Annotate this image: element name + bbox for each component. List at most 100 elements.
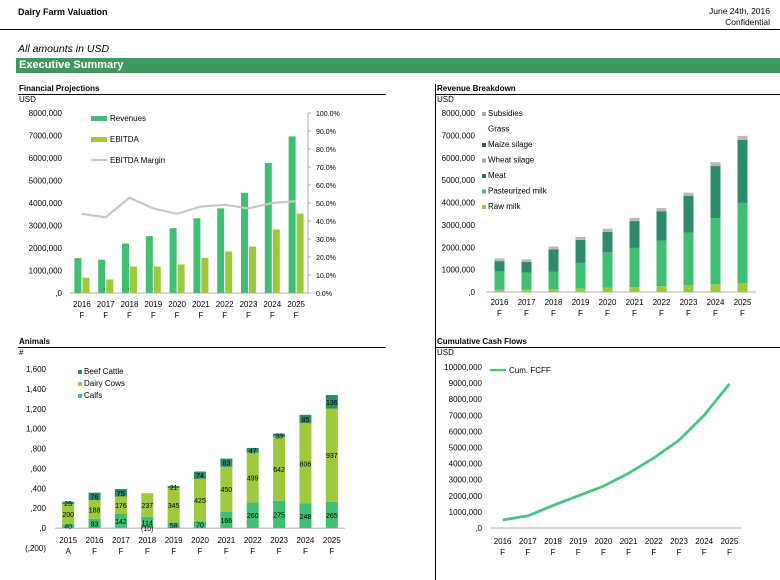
revenue-stack-pasteurized-milk [548, 271, 559, 290]
animals-stack-dairy-cows [299, 423, 312, 504]
animals-ylabel: # [19, 348, 24, 357]
revenue-stack-meat [683, 196, 694, 233]
legend-label-revenues: Revenues [110, 114, 146, 123]
cashflow-x-flag: F [677, 548, 682, 557]
animals-y-tick: ,800 [30, 445, 46, 454]
animals-stack-dairy-cows [88, 500, 101, 519]
revenue-y-tick: 3000,000 [442, 221, 476, 230]
financial-y2-tick: 40.0% [316, 219, 336, 226]
revenue-stack-pasteurized-milk [521, 272, 532, 290]
ebitda-bar [106, 279, 114, 293]
animals-data-label: 176 [115, 503, 127, 510]
revenue-stack-raw-milk [683, 285, 694, 292]
cashflow-y-tick: 7000,000 [449, 411, 483, 420]
financial-y2-tick: 60.0% [316, 183, 336, 190]
revenue-x-flag: F [605, 309, 610, 318]
animals-title: Animals [19, 337, 51, 346]
animals-stack-beef-cattle [88, 492, 101, 501]
legend-label-ebitda-margin: EBITDA Margin [110, 156, 165, 165]
revenue-bar [145, 236, 153, 293]
animals-legend-label: Dairy Cows [84, 379, 125, 388]
animals-x-year: 2018 [138, 536, 156, 545]
revenue-x-flag: F [497, 309, 502, 318]
financial-x-flag: F [294, 311, 299, 320]
financial-x-year: 2024 [263, 300, 281, 309]
revenue-stack-raw-milk [494, 289, 505, 292]
animals-stack-calfs [88, 518, 101, 529]
revenue-stack-meat [575, 239, 586, 263]
animals-data-label: 83 [222, 461, 230, 468]
revenue-legend-swatch [482, 205, 486, 209]
financial-title: Financial Projections [19, 84, 100, 93]
animals-y-tick: ,600 [30, 464, 46, 473]
revenue-x-flag: F [524, 309, 529, 318]
revenue-title: Revenue Breakdown [437, 84, 516, 93]
animals-data-label: 136 [326, 400, 338, 407]
revenue-stack-meat [521, 262, 532, 273]
panel-separator [435, 84, 436, 580]
financial-x-flag: F [270, 311, 275, 320]
animals-stack-beef-cattle [194, 471, 206, 479]
animals-data-label: 47 [249, 448, 257, 455]
revenue-y-tick: 7000,000 [442, 131, 476, 140]
animals-y-tick: 1,600 [26, 365, 47, 374]
cashflow-y-tick: 9000,000 [449, 379, 483, 388]
revenue-y-tick: 6000,000 [442, 154, 476, 163]
animals-legend-swatch [78, 370, 82, 374]
animals-stack-dairy-cows [220, 466, 233, 512]
revenue-stack-meat [602, 231, 613, 253]
revenue-legend-swatch [482, 174, 486, 178]
revenue-x-year: 2018 [545, 298, 563, 307]
cashflow-y-tick: 6000,000 [449, 427, 483, 436]
financial-x-flag: F [151, 311, 156, 320]
animals-x-year: 2021 [217, 536, 235, 545]
animals-stack-beef-cattle [273, 433, 286, 437]
cashflow-x-flag: F [525, 548, 530, 557]
financial-x-flag: F [198, 311, 203, 320]
revenue-stack-pasteurized-milk [656, 240, 667, 287]
animals-data-label: 450 [221, 487, 233, 494]
revenue-x-flag: F [632, 309, 637, 318]
cashflow-x-year: 2024 [695, 537, 713, 546]
financial-y-tick: 1000,000 [29, 267, 63, 276]
revenue-legend-label: Pasteurized milk [488, 187, 548, 196]
animals-x-flag: F [145, 547, 150, 556]
revenue-stack-pasteurized-milk [737, 202, 748, 284]
financial-x-flag: F [103, 311, 108, 320]
revenue-stack-raw-milk [656, 286, 667, 292]
revenue-stack-pasteurized-milk [629, 247, 640, 288]
revenue-x-year: 2024 [707, 298, 725, 307]
revenue-stack-raw-milk [521, 289, 532, 292]
section-banner: Executive Summary [16, 58, 780, 73]
financial-y-tick: 8000,000 [29, 109, 63, 118]
cashflow-x-flag: F [576, 548, 581, 557]
financial-y2-tick: 100.0% [316, 111, 340, 118]
animals-data-label: 114 [142, 520, 153, 527]
cashflow-x-flag: F [651, 548, 656, 557]
revenue-x-year: 2021 [626, 298, 644, 307]
animals-data-label: 248 [300, 514, 312, 521]
animals-y-tick: 1,000 [26, 425, 47, 434]
cum-fcff-line [502, 383, 731, 522]
animals-stack-dairy-cows [194, 478, 206, 522]
revenue-stack-subsidies [683, 192, 694, 197]
revenue-legend-label: Maize silage [488, 140, 533, 149]
revenue-stack-pasteurized-milk [575, 262, 586, 289]
animals-data-label: 275 [273, 512, 285, 519]
cashflow-x-year: 2021 [620, 537, 638, 546]
financial-y2-tick: 10.0% [316, 273, 336, 280]
animals-stack-dairy-cows [167, 488, 180, 523]
revenue-stack-raw-milk [602, 287, 613, 292]
revenue-stack-raw-milk [710, 284, 721, 292]
revenue-title-rule [435, 94, 780, 95]
animals-data-label: 142 [115, 519, 127, 526]
revenue-stack-subsidies [494, 258, 505, 262]
legend-swatch-revenues [91, 116, 107, 121]
report-title: Dairy Farm Valuation [18, 7, 108, 17]
financial-x-year: 2022 [216, 300, 234, 309]
revenue-legend-label: Subsidies [488, 109, 523, 118]
financial-y-tick: 6000,000 [29, 154, 63, 163]
revenue-x-year: 2022 [653, 298, 671, 307]
financial-y-tick: 4000,000 [29, 199, 63, 208]
cashflow-y-tick: 10000,000 [444, 363, 482, 372]
